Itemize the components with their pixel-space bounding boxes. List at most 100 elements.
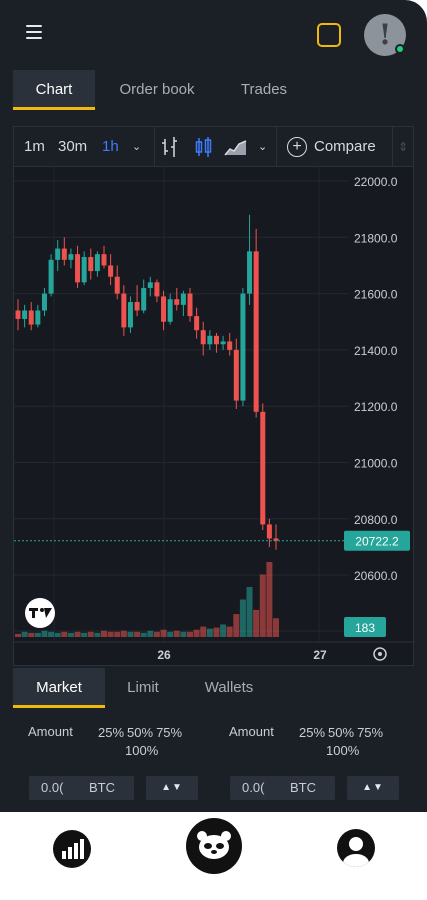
interval-chevron-down-icon[interactable]: ⌄ (132, 141, 142, 153)
candle-body (227, 341, 233, 350)
current-price-badge (344, 530, 410, 551)
sell-amount-unit: BTC (290, 780, 316, 795)
tab-trades[interactable]: Trades (240, 81, 288, 98)
sell-amount-label: Amount (229, 724, 274, 739)
price-chart[interactable]: 22000.0 21800.0 21600.0 21400.0 21200.0 21000… (13, 166, 415, 666)
tab-order-book[interactable]: Order book (119, 81, 195, 98)
volume-bar (28, 632, 35, 637)
interval-30m[interactable]: 30m (58, 138, 88, 155)
candle-body (55, 248, 61, 260)
current-price-label: 20722.2 (355, 535, 399, 549)
candle-body (154, 282, 160, 297)
volume-bar (107, 631, 114, 637)
volume-bar (167, 631, 174, 637)
bar-chart-type-icon[interactable] (160, 127, 180, 167)
sell-percent-25[interactable]: 25% (299, 725, 326, 740)
candle-body (247, 251, 253, 294)
candle-body (200, 330, 206, 345)
volume-bar (220, 624, 227, 637)
plus-circle-icon[interactable]: + (287, 137, 307, 157)
candle-body (61, 248, 67, 260)
markets-icon[interactable] (53, 830, 91, 868)
volume-bar (259, 574, 266, 637)
sell-amount-value: 0.0( (242, 780, 265, 795)
candle-body (134, 302, 140, 311)
chart-type-chevron-down-icon[interactable]: ⌄ (258, 141, 268, 153)
candle-body (260, 411, 266, 525)
buy-amount-value: 0.0( (41, 780, 64, 795)
price-tick-label: 22000.0 (354, 175, 398, 189)
toolbar-divider (392, 127, 393, 167)
volume-bar (34, 632, 41, 637)
candle-body (28, 310, 34, 325)
candle-body (141, 287, 147, 311)
buy-amount-unit: BTC (89, 780, 115, 795)
tab-market[interactable]: Market (13, 668, 105, 708)
buy-amount-stepper[interactable]: ▲▼ (146, 776, 198, 800)
square-outline-icon[interactable] (317, 23, 341, 47)
volume-bar (226, 626, 233, 637)
candle-body (68, 254, 74, 260)
hamburger-icon[interactable] (26, 25, 42, 39)
volume-bar (94, 632, 101, 637)
candle-body (273, 538, 279, 541)
volume-bar (253, 609, 260, 637)
toolbar-divider (276, 127, 277, 167)
bottom-nav (0, 812, 427, 900)
volume-bar (134, 631, 141, 637)
area-chart-type-icon[interactable] (224, 127, 248, 167)
online-status-dot (395, 44, 405, 54)
profile-icon[interactable] (337, 829, 375, 867)
sell-percent-options: 25% 50% 75% 100% (299, 724, 395, 760)
settings-gear-icon (373, 647, 387, 661)
volume-bar (61, 631, 68, 637)
buy-percent-25[interactable]: 25% (98, 725, 125, 740)
compare-button[interactable]: Compare (314, 138, 376, 155)
sell-percent-50[interactable]: 50% (328, 725, 355, 740)
volume-bar (206, 628, 213, 637)
more-tools-icon[interactable]: ⇕ (398, 140, 409, 154)
sell-amount-stepper[interactable]: ▲▼ (347, 776, 399, 800)
candle-body (101, 254, 107, 266)
chart-canvas: 22000.0 21800.0 21600.0 21400.0 21200.0 21000… (14, 167, 415, 662)
avatar[interactable]: ! (364, 14, 406, 56)
candle-body (41, 293, 47, 311)
volume-bar (266, 562, 273, 637)
buy-percent-options: 25% 50% 75% 100% (98, 724, 194, 760)
volume-bar (200, 626, 207, 637)
time-tick-label: 27 (313, 648, 327, 662)
tab-limit[interactable]: Limit (127, 679, 159, 696)
candle-body (167, 299, 173, 322)
buy-percent-100[interactable]: 100% (125, 743, 159, 758)
buy-percent-75[interactable]: 75% (156, 725, 183, 740)
candle-body (121, 293, 127, 328)
candle-body (194, 316, 200, 331)
candle-body (22, 310, 28, 319)
buy-percent-50[interactable]: 50% (127, 725, 154, 740)
top-bar: ! (0, 0, 427, 68)
candle-body (187, 293, 193, 317)
tab-chart[interactable]: Chart (13, 70, 95, 110)
sell-percent-100[interactable]: 100% (326, 743, 360, 758)
sell-percent-75[interactable]: 75% (357, 725, 384, 740)
candle-body (75, 254, 81, 283)
interval-1m[interactable]: 1m (24, 138, 45, 155)
buy-amount-label: Amount (28, 724, 73, 739)
interval-1h[interactable]: 1h (102, 138, 119, 155)
tradingview-logo-part (40, 608, 44, 612)
candle-body (213, 335, 219, 345)
price-tick-label: 21200.0 (354, 400, 398, 414)
tab-wallets[interactable]: Wallets (204, 679, 254, 696)
volume-bar (120, 630, 127, 637)
price-tick-label: 20600.0 (354, 569, 398, 583)
volume-bar (153, 631, 160, 637)
volume-bar (160, 629, 167, 637)
time-tick-label: 26 (157, 648, 171, 662)
price-tick-label: 20800.0 (354, 513, 398, 527)
sell-amount-input[interactable]: 0.0( BTC (230, 776, 335, 800)
panda-home-icon[interactable] (186, 818, 242, 874)
candle-body (35, 310, 41, 325)
buy-amount-input[interactable]: 0.0( BTC (29, 776, 134, 800)
volume-bar (101, 630, 107, 637)
candle-chart-type-icon[interactable] (194, 127, 214, 167)
